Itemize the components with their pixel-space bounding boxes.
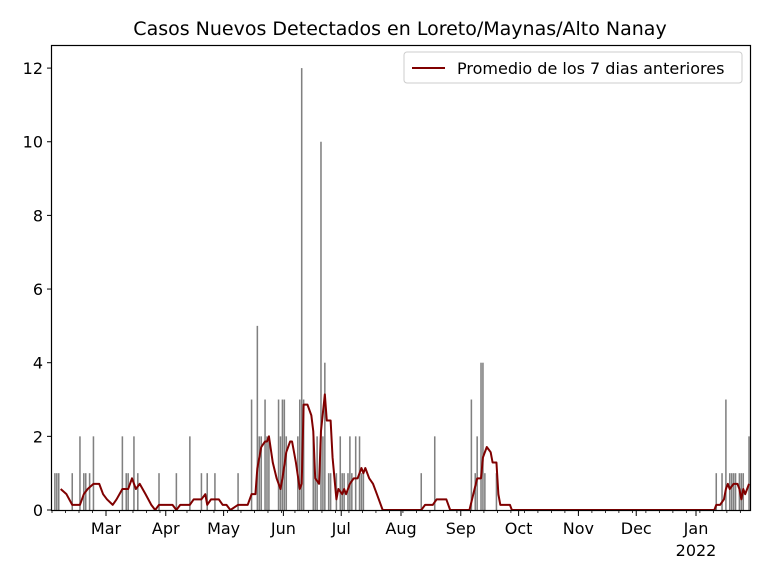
x-tick-label: May xyxy=(207,519,240,538)
bar xyxy=(329,473,332,510)
bar xyxy=(728,473,731,510)
legend-box xyxy=(403,51,743,84)
bar xyxy=(740,473,743,510)
bar xyxy=(322,436,324,510)
x-tick-label: Dec xyxy=(621,519,652,538)
bar xyxy=(730,473,733,510)
bar xyxy=(137,473,139,510)
bar xyxy=(495,473,498,510)
x-tick-label: Jun xyxy=(270,519,296,538)
bar xyxy=(474,473,476,510)
bar xyxy=(264,399,266,510)
bar xyxy=(470,399,473,510)
x-axis: Mar Apr May Jun Jul Aug Sep Oct Nov Dec Jan 2022 xyxy=(51,510,741,560)
bar xyxy=(88,473,91,510)
bars-layer xyxy=(54,68,750,510)
bar xyxy=(266,436,268,510)
bar xyxy=(349,436,351,510)
bar xyxy=(256,325,259,510)
bar xyxy=(300,68,303,510)
bar xyxy=(237,473,239,510)
bar xyxy=(715,473,718,510)
bar xyxy=(360,473,363,510)
bar xyxy=(312,436,315,510)
bar xyxy=(351,473,353,510)
y-tick-label: 10 xyxy=(23,133,43,152)
bar xyxy=(79,436,81,510)
bar xyxy=(324,362,326,510)
bar xyxy=(127,473,129,510)
bar xyxy=(721,473,723,510)
x-year-label: 2022 xyxy=(676,541,717,560)
bar xyxy=(316,436,318,510)
bar xyxy=(71,473,74,510)
y-axis: 0 2 4 6 8 10 12 xyxy=(23,59,52,520)
bar xyxy=(433,436,436,510)
bar xyxy=(260,436,262,510)
x-tick-label: Mar xyxy=(91,519,122,538)
bar xyxy=(175,473,178,510)
bar xyxy=(314,473,316,510)
bar xyxy=(189,436,191,510)
bar xyxy=(121,436,124,510)
y-tick-label: 2 xyxy=(33,427,43,446)
bar xyxy=(748,436,750,510)
bar xyxy=(299,399,301,510)
plot-frame xyxy=(50,44,752,512)
x-tick-label: Apr xyxy=(152,519,180,538)
bar xyxy=(327,473,330,510)
bar xyxy=(83,473,85,510)
chart-title: Casos Nuevos Detectados en Loreto/Maynas… xyxy=(133,18,666,40)
bar xyxy=(206,473,208,510)
bar xyxy=(480,362,482,510)
bar xyxy=(285,436,288,510)
bar xyxy=(214,473,216,510)
bar xyxy=(476,436,478,510)
bar xyxy=(420,473,423,510)
bar xyxy=(258,436,261,510)
y-tick-label: 0 xyxy=(33,501,43,520)
bar xyxy=(279,436,282,510)
bar xyxy=(281,399,284,510)
bar xyxy=(57,473,60,510)
y-tick-label: 6 xyxy=(33,280,43,299)
x-tick-label: Jul xyxy=(331,519,351,538)
x-tick-label: Oct xyxy=(505,519,533,538)
bar xyxy=(362,473,365,510)
bar xyxy=(277,399,280,510)
y-tick-label: 12 xyxy=(23,59,43,78)
bar xyxy=(354,436,357,510)
bar xyxy=(484,473,486,510)
legend: Promedio de los 7 dias anteriores xyxy=(403,51,743,84)
bar xyxy=(482,362,484,510)
x-tick-label: Jan xyxy=(683,519,709,538)
bar xyxy=(339,436,342,510)
bar xyxy=(734,473,737,510)
bar xyxy=(268,436,270,510)
bar xyxy=(56,473,58,510)
bar xyxy=(92,436,95,510)
bar xyxy=(158,473,160,510)
legend-label: Promedio de los 7 dias anteriores xyxy=(457,59,724,78)
bar xyxy=(250,399,253,510)
series-line xyxy=(60,393,750,511)
bar xyxy=(133,436,135,510)
y-tick-label: 4 xyxy=(33,354,43,373)
bar xyxy=(302,399,305,510)
x-tick-label: Nov xyxy=(563,519,594,538)
line-layer xyxy=(60,393,750,511)
bar xyxy=(732,473,735,510)
x-tick-label: Aug xyxy=(385,519,416,538)
y-tick-label: 8 xyxy=(33,206,43,225)
bar xyxy=(283,399,286,510)
x-tick-label: Sep xyxy=(446,519,476,538)
bar xyxy=(200,473,203,510)
bar xyxy=(320,141,322,510)
bar xyxy=(725,399,727,510)
bar xyxy=(125,473,127,510)
bar xyxy=(54,473,56,510)
